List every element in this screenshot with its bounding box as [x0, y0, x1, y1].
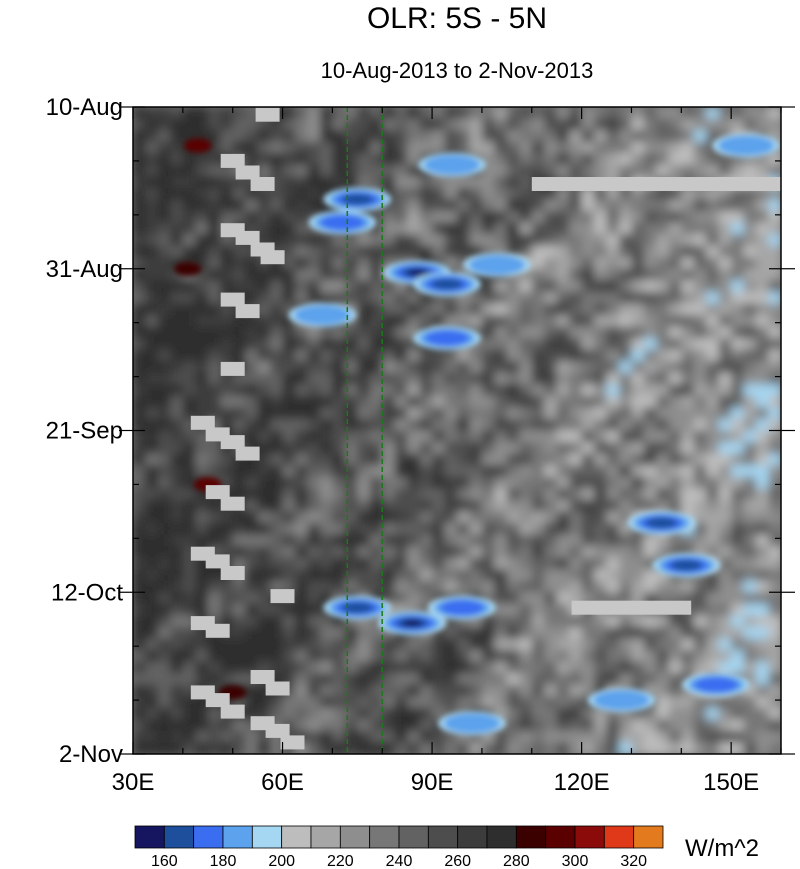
- colorbar-swatch: [515, 825, 547, 849]
- low-olr-feature: [323, 595, 392, 620]
- reference-lines: [346, 107, 383, 754]
- low-olr-feature: [308, 210, 377, 235]
- low-olr-feature: [652, 553, 721, 578]
- y-axis: 10-Aug 31-Aug 21-Sep 12-Oct 2-Nov: [46, 94, 795, 768]
- missing-data-block: [235, 446, 260, 461]
- missing-data-block: [235, 165, 260, 180]
- olr-field: [133, 107, 781, 754]
- y-tick-label: 21-Sep: [46, 418, 123, 445]
- colorbar-label: 280: [503, 853, 530, 869]
- low-olr-feature: [712, 133, 781, 158]
- y-tick-label: 10-Aug: [46, 94, 123, 121]
- colorbar-label: 220: [327, 853, 354, 869]
- y-tick-label: 31-Aug: [46, 256, 123, 283]
- colorbar-label: 260: [444, 853, 471, 869]
- colorbar-swatch: [251, 825, 283, 849]
- y-tick-label: 12-Oct: [51, 579, 123, 606]
- x-tick-label: 120E: [554, 769, 610, 796]
- missing-data-block: [220, 704, 245, 719]
- missing-data-block: [280, 735, 305, 750]
- missing-data-block: [235, 304, 260, 319]
- missing-data-block: [270, 589, 295, 604]
- colorbar-swatch: [427, 825, 459, 849]
- missing-data-block: [220, 496, 245, 511]
- colorbar-swatch: [193, 825, 224, 849]
- missing-data-block: [220, 361, 245, 376]
- low-olr-feature: [587, 688, 656, 713]
- missing-data-block: [205, 485, 230, 500]
- missing-data-block: [250, 177, 275, 191]
- high-olr-feature: [173, 261, 202, 276]
- missing-data-bar: [531, 177, 781, 191]
- colorbar-label: 240: [386, 853, 413, 869]
- colorbar-swatch: [310, 825, 341, 849]
- missing-data-block: [220, 435, 245, 450]
- low-olr-feature: [438, 711, 506, 736]
- low-olr-feature: [323, 187, 392, 212]
- colorbar-swatch: [486, 825, 517, 849]
- x-axis: 30E 60E 90E 120E 150E: [112, 107, 782, 796]
- colorbar-label: 300: [562, 853, 589, 869]
- missing-data-block: [220, 566, 245, 580]
- low-olr-feature: [418, 152, 486, 177]
- colorbar-swatch: [369, 825, 400, 849]
- missing-data-block: [205, 623, 230, 638]
- colorbar-swatch: [398, 825, 429, 849]
- colorbar-swatch: [545, 825, 576, 849]
- colorbar-swatch: [457, 825, 488, 849]
- missing-data-block: [220, 153, 245, 168]
- missing-data-block: [220, 292, 245, 307]
- colorbar-label: 200: [268, 853, 295, 869]
- chart-title: OLR: 5S - 5N: [367, 2, 547, 35]
- missing-data-block: [205, 693, 230, 708]
- colorbar-swatch: [339, 825, 371, 849]
- missing-data-bar: [571, 600, 692, 615]
- colorbar-swatch: [633, 825, 664, 849]
- colorbar-swatch: [163, 825, 195, 849]
- plot-area: [133, 107, 781, 754]
- olr-convective-features: [173, 133, 781, 736]
- y-tick-label: 2-Nov: [59, 741, 123, 768]
- low-olr-feature: [428, 595, 496, 620]
- low-olr-feature: [413, 272, 481, 297]
- low-olr-feature: [682, 672, 751, 697]
- missing-data-block: [190, 415, 215, 430]
- missing-data-block: [235, 230, 260, 245]
- x-tick-label: 30E: [112, 769, 155, 796]
- missing-data-block: [265, 681, 290, 696]
- colorbar-label: 320: [620, 853, 647, 869]
- colorbar-units-label: W/m^2: [685, 835, 759, 862]
- missing-data-block: [250, 670, 275, 684]
- x-tick-label: 60E: [261, 769, 304, 796]
- colorbar-label: 180: [210, 853, 237, 869]
- colorbar-swatch: [222, 825, 253, 849]
- high-olr-feature: [183, 138, 212, 153]
- missing-data-block: [260, 250, 285, 265]
- colorbar: 160 180 200 220 240 260 280 300 320: [134, 825, 664, 869]
- missing-data-block: [205, 554, 230, 569]
- low-olr-feature: [288, 303, 357, 327]
- colorbar-swatch: [134, 825, 165, 849]
- colorbar-label: 160: [151, 853, 178, 869]
- low-olr-feature: [413, 326, 481, 351]
- colorbar-swatch: [603, 825, 635, 849]
- x-tick-label: 90E: [411, 769, 454, 796]
- low-olr-feature: [462, 252, 531, 277]
- missing-data-block: [265, 723, 290, 738]
- missing-data-layer: [190, 107, 781, 750]
- missing-data-block: [255, 107, 280, 122]
- colorbar-swatch: [574, 825, 605, 849]
- colorbar-swatch: [281, 825, 312, 849]
- low-olr-feature: [627, 510, 696, 535]
- chart-subtitle: 10-Aug-2013 to 2-Nov-2013: [321, 58, 594, 83]
- low-olr-feature: [378, 611, 447, 636]
- x-tick-label: 150E: [703, 769, 759, 796]
